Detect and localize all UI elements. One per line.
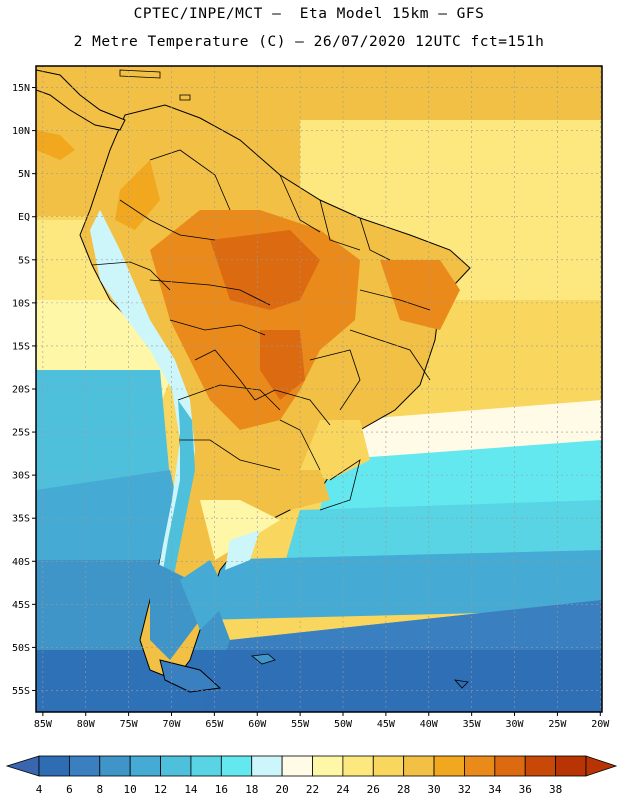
lat-label: 10S — [12, 298, 30, 309]
colorbar-swatch — [555, 755, 587, 777]
colorbar-tick-label: 10 — [124, 783, 137, 796]
lon-label: 85W — [34, 719, 53, 730]
colorbar-swatch — [433, 755, 465, 777]
colorbar-tick-label: 38 — [549, 783, 562, 796]
map-gridlines — [36, 66, 602, 712]
colorbar-tick-label: 12 — [154, 783, 167, 796]
colorbar-swatch — [494, 755, 526, 777]
colorbar-tick-label: 32 — [458, 783, 471, 796]
lon-label: 60W — [248, 719, 267, 730]
lon-label: 25W — [548, 719, 567, 730]
lat-label: 5S — [18, 255, 30, 266]
colorbar-swatch — [129, 755, 161, 777]
lat-label: 20S — [12, 385, 30, 396]
lat-label: 55S — [12, 686, 30, 697]
colorbar-tick-label: 8 — [96, 783, 103, 796]
colorbar-swatch — [312, 755, 344, 777]
lon-label: 80W — [77, 719, 96, 730]
colorbar-swatch — [99, 755, 131, 777]
lon-label: 55W — [291, 719, 310, 730]
lon-label: 70W — [162, 719, 181, 730]
colorbar-swatch — [38, 755, 70, 777]
colorbar-tick-label: 28 — [397, 783, 410, 796]
colorbar-tick-label: 24 — [336, 783, 350, 796]
lat-label: 25S — [12, 428, 30, 439]
colorbar-tick-label: 26 — [367, 783, 380, 796]
lat-label: 30S — [12, 471, 30, 482]
colorbar-swatch — [403, 755, 435, 777]
colorbar-tick-label: 14 — [184, 783, 198, 796]
lat-label: 45S — [12, 600, 30, 611]
colorbar: 4 6 8 10 12 14 16 18 20 22 24 26 28 30 32 34 36 38 — [5, 755, 618, 796]
longitude-labels: 85W 80W 75W 70W 65W 60W 55W 50W 45W 40W 35W 30W 25W 2… — [34, 712, 610, 730]
colorbar-tick-label: 22 — [306, 783, 319, 796]
colorbar-swatch — [160, 755, 192, 777]
lon-label: 65W — [205, 719, 224, 730]
lat-label: 15S — [12, 341, 30, 352]
colorbar-swatch — [342, 755, 374, 777]
colorbar-swatch — [464, 755, 496, 777]
lon-label: 75W — [120, 719, 139, 730]
colorbar-tick-label: 30 — [427, 783, 440, 796]
lon-label: 45W — [377, 719, 396, 730]
colorbar-swatch — [220, 755, 253, 777]
colorbar-swatch — [372, 755, 405, 777]
colorbar-swatch — [190, 755, 222, 777]
chart-title: CPTEC/INPE/MCT – Eta Model 15km – GFS — [133, 6, 485, 22]
lon-label: 30W — [505, 719, 524, 730]
colorbar-tick-label: 36 — [519, 783, 532, 796]
colorbar-tick-label: 16 — [215, 783, 228, 796]
colorbar-tick-label: 4 — [36, 783, 43, 796]
lat-label: 50S — [12, 643, 30, 654]
central-america-land — [36, 69, 126, 131]
lat-label: 15N — [12, 83, 30, 94]
colorbar-swatch — [281, 755, 313, 777]
lat-label: 10N — [12, 126, 30, 137]
lon-label: 50W — [334, 719, 353, 730]
colorbar-tick-label: 6 — [66, 783, 73, 796]
lon-label: 35W — [463, 719, 482, 730]
colorbar-swatch — [251, 755, 283, 777]
lat-label: EQ — [18, 212, 30, 223]
colorbar-tick-label: 20 — [275, 783, 288, 796]
colorbar-tick-label: 34 — [488, 783, 502, 796]
colorbar-swatch — [524, 755, 557, 777]
colorbar-overflow-arrow — [585, 755, 618, 777]
lat-label: 5N — [18, 169, 30, 180]
colorbar-underflow-arrow — [5, 755, 40, 777]
latitude-labels: 15N 10N 5N EQ 5S 10S 15S 20S 25S 30S 35S 40S 45S 50S 5… — [12, 83, 36, 697]
lon-label: 20W — [591, 719, 610, 730]
chart-subtitle: 2 Metre Temperature (C) – 26/07/2020 12U… — [73, 34, 545, 50]
lat-label: 35S — [12, 514, 30, 525]
colorbar-swatch — [68, 755, 101, 777]
lat-label: 40S — [12, 557, 30, 568]
lon-label: 40W — [420, 719, 439, 730]
colorbar-tick-label: 18 — [245, 783, 258, 796]
